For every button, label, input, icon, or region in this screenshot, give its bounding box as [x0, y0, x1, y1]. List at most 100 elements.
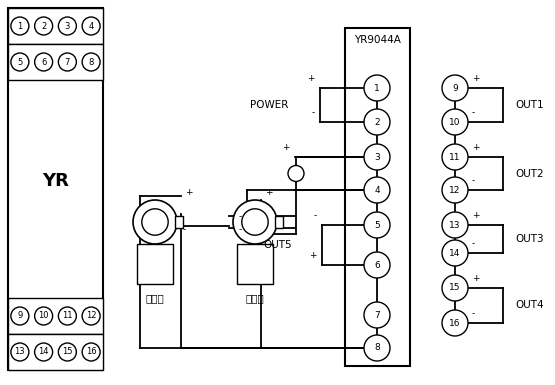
Text: -: - [312, 108, 315, 117]
Text: 12: 12 [450, 186, 461, 194]
Bar [345, 28, 410, 366]
Text: +: + [185, 187, 193, 196]
Text: 5: 5 [374, 221, 380, 229]
Circle shape [11, 343, 29, 361]
Circle shape [82, 307, 100, 325]
Text: 1: 1 [17, 22, 23, 30]
Circle shape [364, 144, 390, 170]
Text: 10: 10 [449, 117, 461, 127]
Text: OUT1: OUT1 [515, 100, 544, 110]
Text: -: - [183, 226, 186, 234]
Text: OUT5: OUT5 [264, 240, 292, 250]
Circle shape [288, 166, 304, 181]
Circle shape [442, 275, 468, 301]
Circle shape [364, 109, 390, 135]
Text: 11: 11 [62, 311, 73, 320]
Text: -: - [472, 108, 475, 117]
Text: 6: 6 [41, 57, 46, 67]
Circle shape [442, 240, 468, 266]
Text: 5: 5 [17, 57, 23, 67]
Bar [8, 44, 103, 80]
Text: 14: 14 [38, 348, 49, 357]
Text: 8: 8 [374, 343, 380, 353]
Text: -: - [472, 309, 475, 318]
Text: 13: 13 [449, 221, 461, 229]
Text: -: - [472, 176, 475, 185]
Text: OUT2: OUT2 [515, 169, 544, 179]
Text: 10: 10 [38, 311, 49, 320]
Bar [175, 216, 183, 228]
Circle shape [58, 307, 77, 325]
Circle shape [34, 17, 53, 35]
Circle shape [58, 343, 77, 361]
Bar [8, 8, 103, 44]
Circle shape [82, 343, 100, 361]
Circle shape [364, 252, 390, 278]
Text: +: + [265, 187, 273, 196]
Circle shape [442, 177, 468, 203]
Text: 1: 1 [374, 84, 380, 92]
Text: 3: 3 [374, 152, 380, 161]
Text: 4: 4 [88, 22, 94, 30]
Text: +: + [472, 74, 480, 83]
Circle shape [364, 335, 390, 361]
Text: 9: 9 [17, 311, 23, 320]
Circle shape [442, 310, 468, 336]
Text: 2: 2 [41, 22, 46, 30]
Text: POWER: POWER [250, 100, 288, 110]
Text: 二线制: 二线制 [145, 293, 164, 303]
Bar [275, 216, 283, 228]
Circle shape [364, 75, 390, 101]
Text: 7: 7 [65, 57, 70, 67]
Text: -: - [472, 239, 475, 248]
Bar [8, 298, 103, 334]
Circle shape [142, 209, 168, 235]
Circle shape [58, 53, 77, 71]
Circle shape [34, 307, 53, 325]
Circle shape [233, 200, 277, 244]
Circle shape [11, 53, 29, 71]
Circle shape [34, 343, 53, 361]
Text: 4: 4 [374, 186, 380, 194]
Text: +: + [472, 143, 480, 152]
Circle shape [442, 75, 468, 101]
Text: -: - [314, 211, 317, 220]
Circle shape [11, 307, 29, 325]
Text: +: + [472, 274, 480, 283]
Text: 8: 8 [88, 57, 94, 67]
Circle shape [442, 212, 468, 238]
Text: 13: 13 [14, 348, 25, 357]
Circle shape [364, 302, 390, 328]
Bar [8, 8, 103, 370]
Circle shape [11, 17, 29, 35]
Text: YR: YR [42, 172, 69, 190]
Text: 14: 14 [450, 248, 461, 258]
Text: 16: 16 [449, 318, 461, 328]
Text: 12: 12 [86, 311, 97, 320]
Circle shape [364, 177, 390, 203]
Text: -: - [239, 226, 242, 234]
Text: 16: 16 [86, 348, 97, 357]
Text: 15: 15 [449, 283, 461, 293]
Circle shape [442, 144, 468, 170]
Text: +: + [307, 74, 315, 83]
Text: +: + [472, 211, 480, 220]
Bar [237, 244, 273, 284]
Text: 三线制: 三线制 [246, 293, 264, 303]
Text: 9: 9 [452, 84, 458, 92]
Text: OUT4: OUT4 [515, 301, 544, 310]
Circle shape [133, 200, 177, 244]
Text: YR9044A: YR9044A [354, 35, 401, 45]
Circle shape [442, 109, 468, 135]
Text: -: - [239, 213, 242, 221]
Text: 15: 15 [62, 348, 73, 357]
Circle shape [34, 53, 53, 71]
Text: 3: 3 [65, 22, 70, 30]
Circle shape [82, 17, 100, 35]
Circle shape [58, 17, 77, 35]
Text: 7: 7 [374, 310, 380, 320]
Bar [8, 334, 103, 370]
Text: +: + [282, 143, 290, 152]
Circle shape [242, 209, 268, 235]
Circle shape [364, 212, 390, 238]
